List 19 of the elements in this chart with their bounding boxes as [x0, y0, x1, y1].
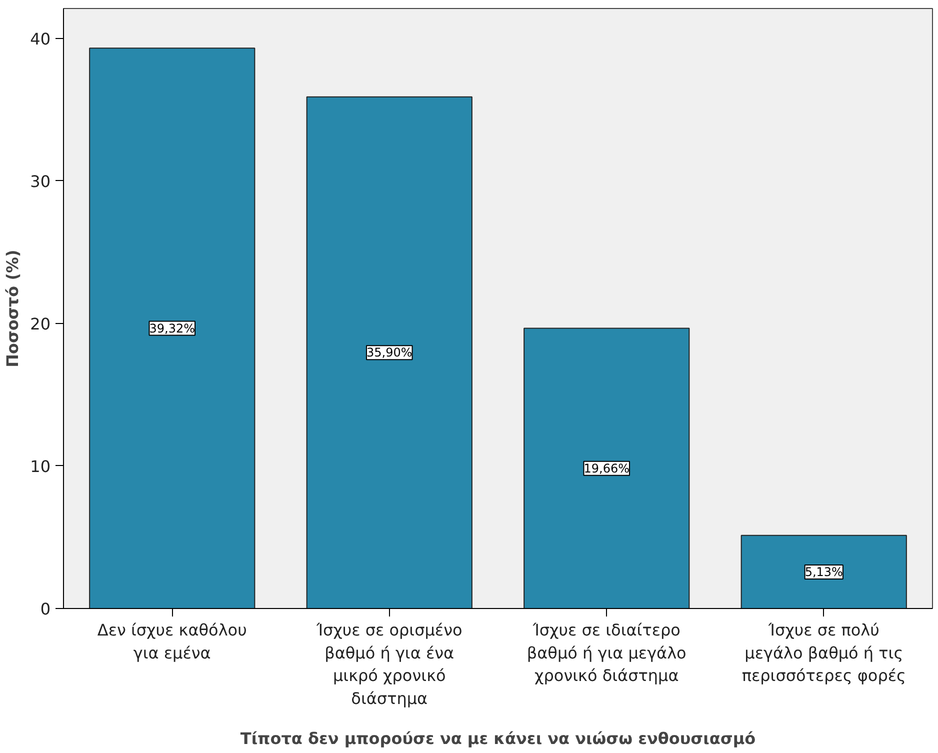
- x-tick-label: Ίσχυε σε πολύ μεγάλο βαθμό ή τις περισσότερες φορές: [742, 620, 906, 686]
- data-label: 19,66%: [584, 461, 630, 476]
- data-label: 5,13%: [804, 564, 843, 579]
- data-label: 35,90%: [366, 346, 412, 360]
- y-axis-title: Ποσοστό (%): [3, 250, 22, 368]
- x-tick-label: Ίσχυε σε ιδιαίτερο βαθμό ή για μεγάλο χρονικό διάστημα: [526, 620, 686, 686]
- y-tick-label: 20: [30, 314, 50, 334]
- y-tick-label: 40: [30, 29, 50, 48]
- bar: [89, 48, 256, 608]
- y-tick-label: 10: [30, 456, 50, 476]
- y-tick-label: 0: [40, 600, 51, 618]
- bar: [306, 96, 472, 608]
- bar: [524, 328, 690, 608]
- x-tick-label: Ίσχυε σε ορισμένο βαθμό ή για ένα μικρό χρονικό διάστημα: [315, 620, 462, 708]
- y-tick-label: 30: [30, 172, 50, 191]
- x-tick-label: Δεν ίσχυε καθόλου για εμένα: [97, 620, 247, 662]
- data-label: 39,32%: [149, 321, 196, 336]
- x-axis-title: Τίποτα δεν μπορούσε να με κάνει να νιώσω ενθουσιασμό: [240, 728, 756, 748]
- bar: [740, 534, 907, 608]
